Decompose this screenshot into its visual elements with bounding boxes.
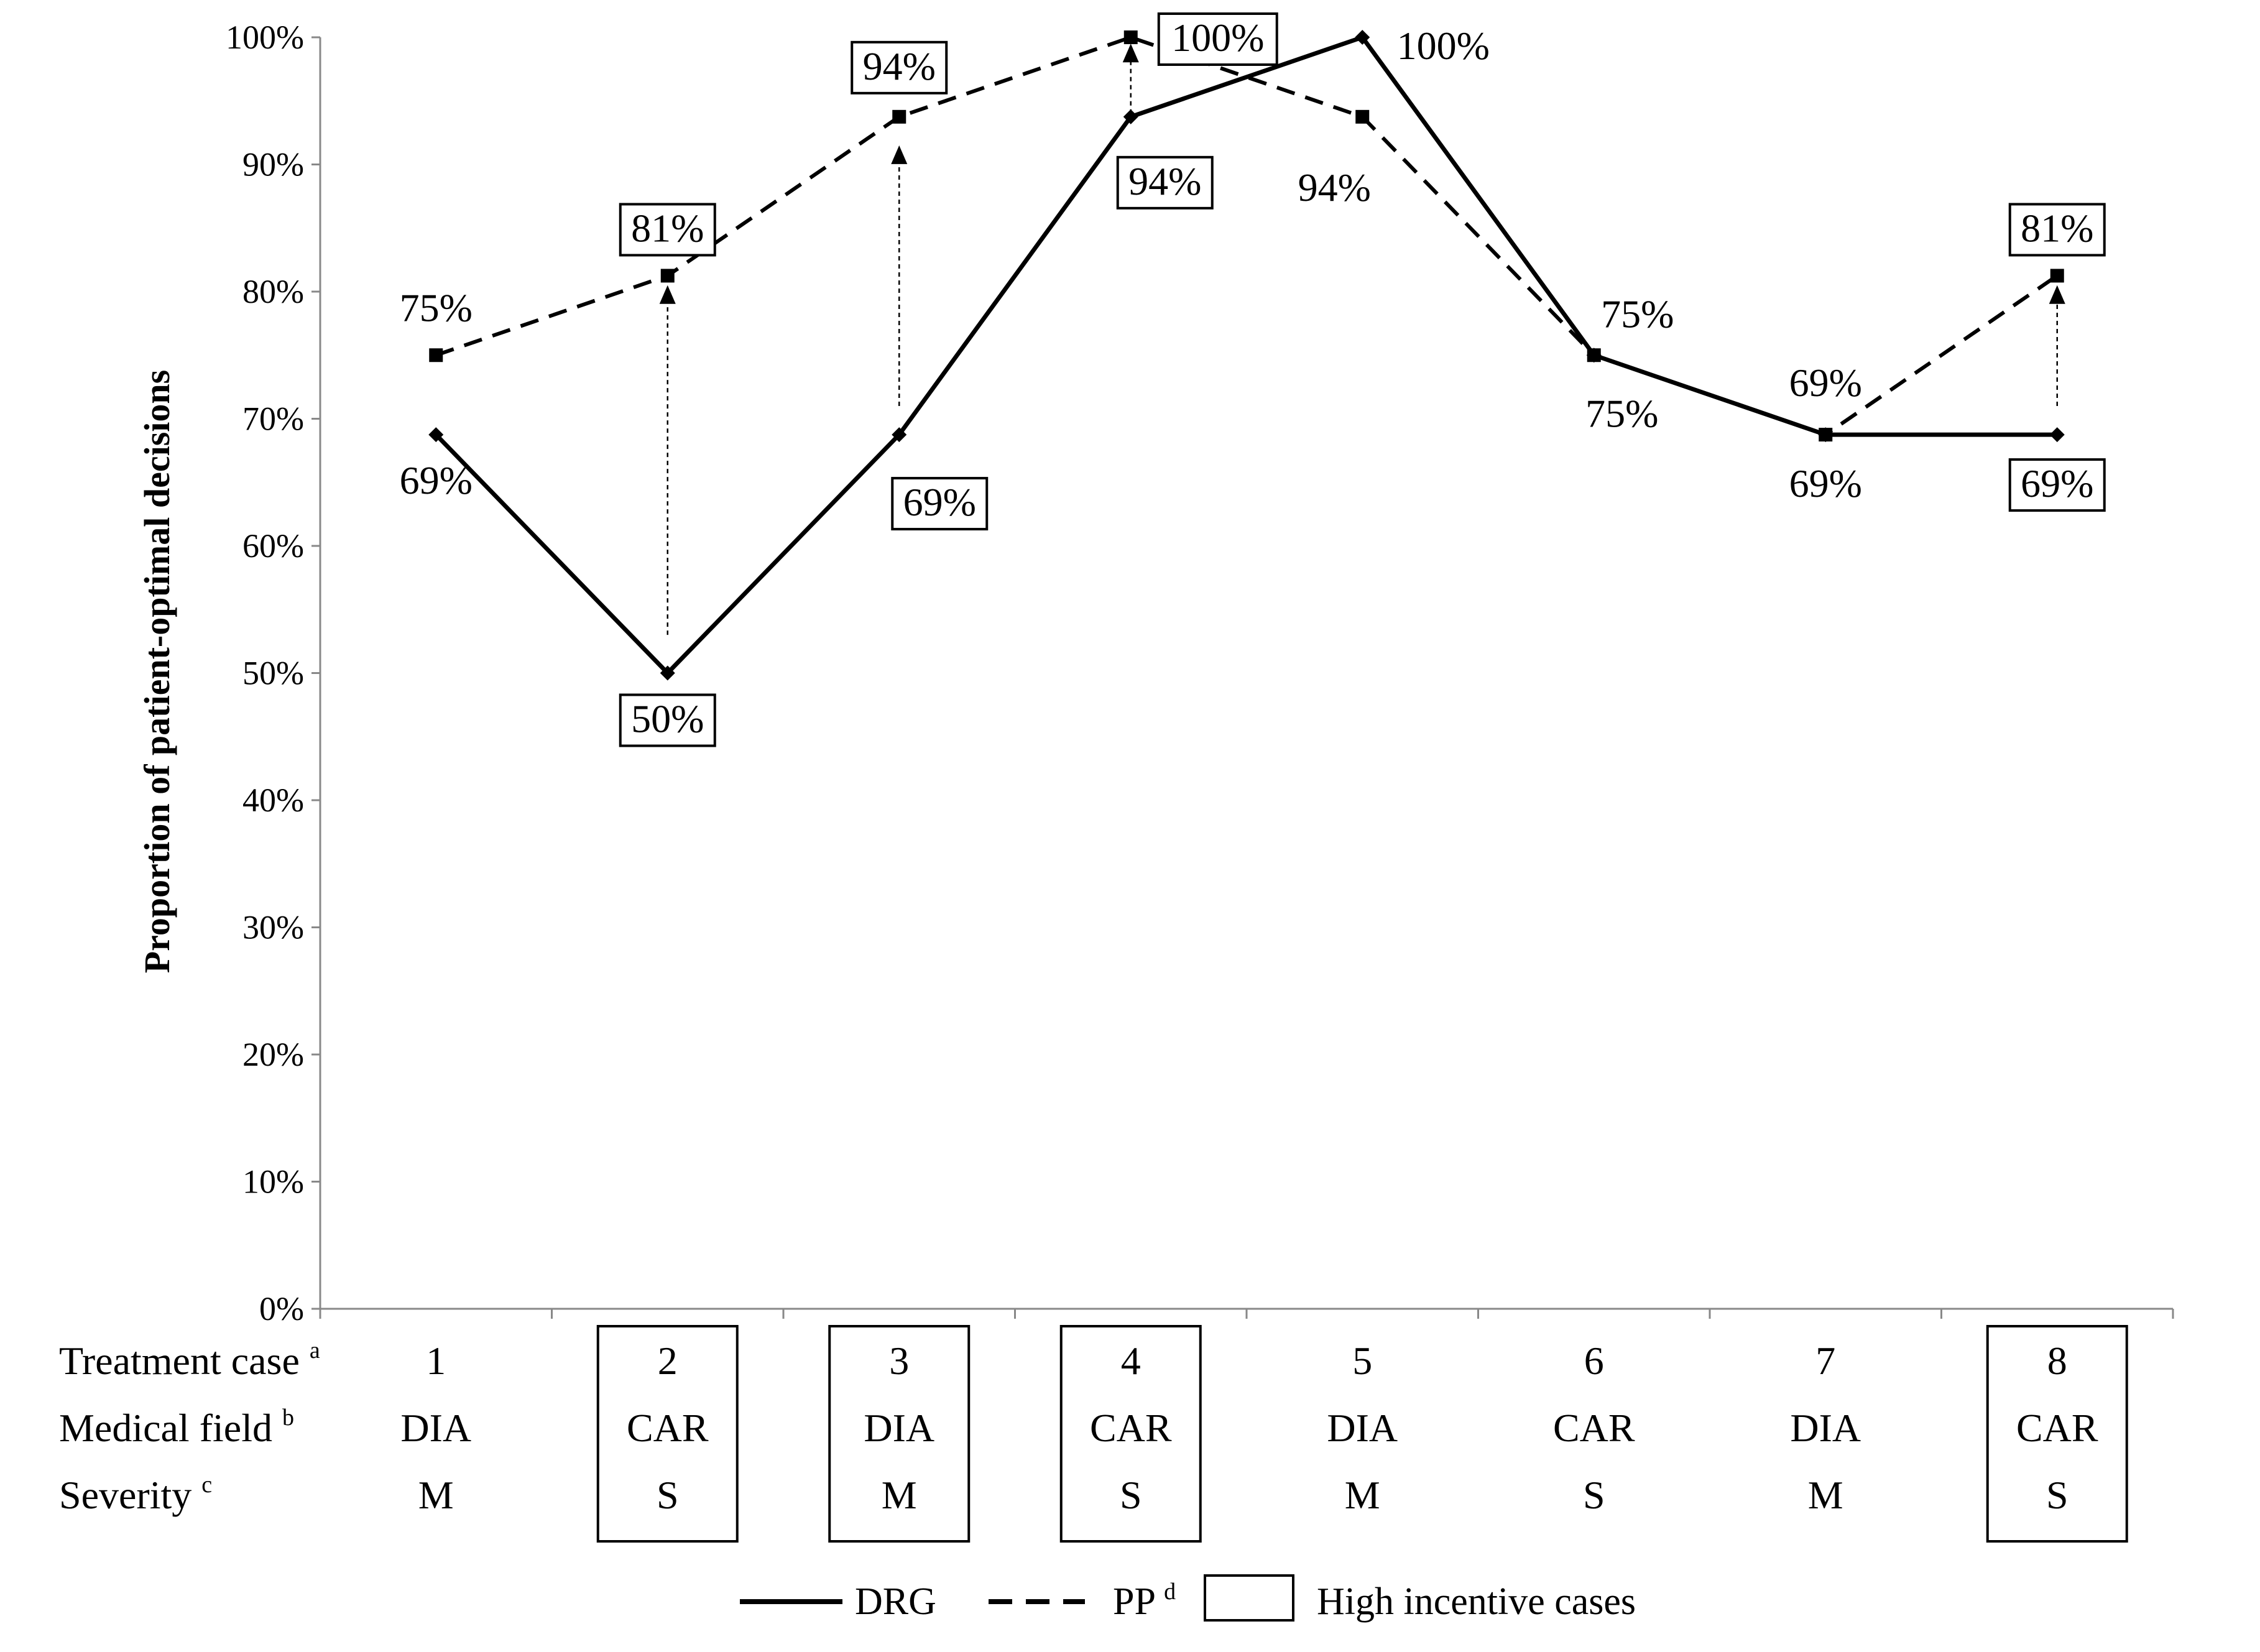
point-pp <box>2050 269 2064 283</box>
improvement-arrows <box>659 44 2065 635</box>
cat-severity: M <box>882 1473 917 1517</box>
point-drg <box>1123 109 1138 124</box>
y-axis-title: Proportion of patient-optimal decisions <box>137 370 177 973</box>
point-drg <box>2049 427 2065 443</box>
data-label-drg: 50% <box>631 697 704 741</box>
data-label-box <box>2008 203 2106 257</box>
category-table: Treatment case a 1 2 3 4 5 6 7 8 Medical field b D… <box>59 1337 2098 1517</box>
data-label-drg: 69% <box>1789 461 1862 505</box>
cat-severity: M <box>1345 1473 1380 1517</box>
high-incentive-box <box>828 1325 971 1543</box>
cat-field: CAR <box>2016 1406 2098 1450</box>
legend-swatch-box <box>1204 1574 1294 1622</box>
cat-field: DIA <box>864 1406 934 1450</box>
cat-severity: S <box>2046 1473 2069 1517</box>
high-incentive-box <box>596 1325 739 1543</box>
cat-case: 6 <box>1584 1339 1604 1383</box>
point-drg <box>428 427 444 443</box>
x-axis <box>319 1308 2174 1319</box>
cat-case: 7 <box>1815 1339 1835 1383</box>
high-incentive-box <box>1059 1325 1202 1543</box>
point-pp <box>1355 109 1370 124</box>
data-label-box <box>851 40 948 95</box>
arrow-head <box>891 145 908 164</box>
legend-label-box: High incentive cases <box>1317 1580 1636 1623</box>
data-label-box <box>619 693 716 747</box>
y-tick-label: 30% <box>242 909 304 946</box>
data-label-box <box>1116 155 1214 210</box>
data-label-box <box>1157 12 1278 66</box>
cat-case: 5 <box>1352 1339 1372 1383</box>
cat-case: 8 <box>2047 1339 2067 1383</box>
data-label-pp: 94% <box>863 44 936 88</box>
data-label-drg: 69% <box>903 480 976 524</box>
data-label-pp: 81% <box>2021 206 2093 250</box>
data-label-pp: 75% <box>400 285 473 330</box>
cat-case: 4 <box>1121 1339 1141 1383</box>
cat-field: DIA <box>1790 1406 1861 1450</box>
row-label-field: Medical field b <box>59 1405 294 1450</box>
y-tick-label: 60% <box>242 527 304 565</box>
series-lines <box>428 30 2065 681</box>
cat-field: CAR <box>1553 1406 1635 1450</box>
point-pp <box>1819 428 1833 442</box>
data-label-pp: 69% <box>1789 361 1862 405</box>
data-label-box <box>891 477 989 531</box>
point-drg <box>1355 30 1370 45</box>
y-tick-label: 0% <box>259 1290 304 1327</box>
high-incentive-boxes <box>596 1325 2128 1543</box>
cat-case: 1 <box>426 1339 446 1383</box>
row-label-case: Treatment case a <box>59 1337 320 1383</box>
y-tick-label: 90% <box>242 146 304 183</box>
y-tick-label: 40% <box>242 782 304 819</box>
legend: DRG PP d High incentive cases <box>740 1574 1636 1623</box>
point-drg <box>892 427 907 443</box>
y-tick-label: 20% <box>242 1036 304 1073</box>
y-tick-label: 50% <box>242 655 304 692</box>
point-pp <box>892 109 906 124</box>
high-incentive-box <box>1986 1325 2128 1543</box>
cat-case: 3 <box>889 1339 909 1383</box>
cat-field: CAR <box>627 1406 709 1450</box>
data-label-drg: 100% <box>1397 24 1490 68</box>
legend-label-pp: PP d <box>1113 1579 1176 1623</box>
arrow-head <box>1122 44 1139 63</box>
cat-severity: S <box>657 1473 679 1517</box>
data-label-drg: 94% <box>1128 159 1201 203</box>
data-label-box <box>619 203 716 257</box>
data-label-pp: 75% <box>1601 292 1674 336</box>
data-label-drg: 69% <box>2021 461 2093 505</box>
data-label-pp: 100% <box>1171 16 1264 60</box>
cat-case: 2 <box>658 1339 678 1383</box>
cat-severity: S <box>1120 1473 1142 1517</box>
arrow-head <box>659 285 676 304</box>
y-tick-label: 80% <box>242 273 304 310</box>
cat-severity: S <box>1583 1473 1605 1517</box>
cat-field: CAR <box>1090 1406 1172 1450</box>
cat-field: DIA <box>1327 1406 1398 1450</box>
point-pp <box>1587 348 1601 362</box>
legend-label-drg: DRG <box>855 1580 936 1623</box>
data-label-drg: 69% <box>400 458 473 502</box>
point-pp <box>429 348 443 362</box>
point-pp <box>1123 30 1138 44</box>
cat-severity: M <box>1808 1473 1843 1517</box>
cat-severity: M <box>418 1473 454 1517</box>
y-tick-label: 70% <box>242 400 304 438</box>
point-pp <box>660 269 675 283</box>
series-line-drg <box>434 35 2057 675</box>
y-axis: 0% 10% 20% 30% 40% 50% 60% 70% 80% 90% 100% <box>226 19 321 1327</box>
y-tick-label: 10% <box>242 1163 304 1201</box>
y-tick-label: 100% <box>226 19 304 56</box>
data-label-drg: 75% <box>1585 391 1658 435</box>
data-label-box <box>2008 458 2106 512</box>
cat-field: DIA <box>400 1406 471 1450</box>
data-label-pp: 94% <box>1298 165 1371 210</box>
arrow-head <box>2049 285 2065 304</box>
data-label-pp: 81% <box>631 206 704 250</box>
data-labels: 69% 50% 69% 94% 100% 75% 69% 69% 75% 81% 94% 100% 94… <box>400 12 2106 747</box>
row-label-severity: Severity c <box>59 1472 212 1517</box>
point-drg <box>660 665 675 681</box>
